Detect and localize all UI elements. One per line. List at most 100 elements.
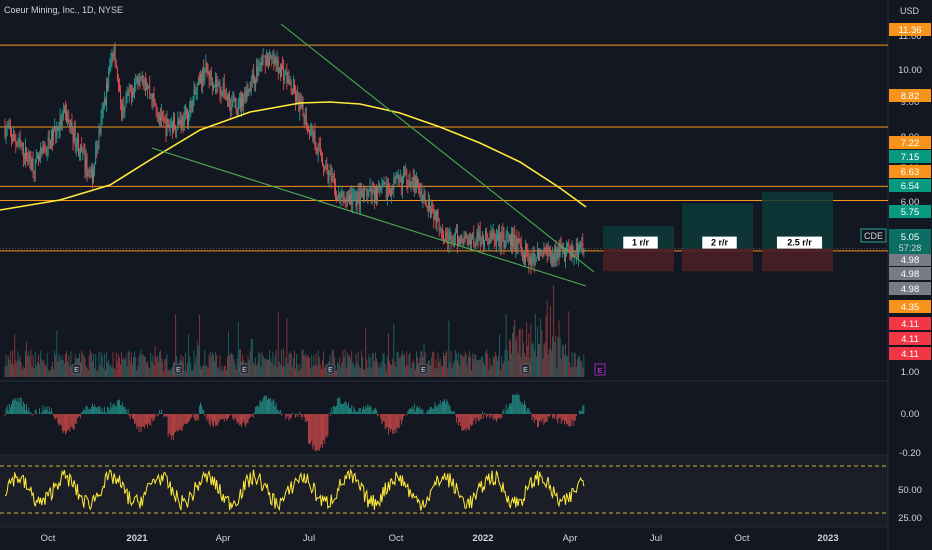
oscillator-bar bbox=[508, 403, 510, 414]
candle-body bbox=[512, 233, 513, 247]
oscillator-bar bbox=[513, 394, 515, 414]
candle-body bbox=[342, 192, 344, 202]
candle-body bbox=[443, 233, 444, 239]
volume-bar bbox=[197, 346, 199, 377]
oscillator-bar bbox=[580, 410, 582, 414]
volume-bar bbox=[269, 349, 271, 377]
volume-bar bbox=[384, 363, 386, 377]
candle-body bbox=[163, 116, 165, 122]
oscillator-bar bbox=[457, 414, 458, 418]
volume-bar bbox=[95, 354, 97, 377]
volume-bar bbox=[110, 364, 112, 377]
candle-body bbox=[548, 248, 550, 251]
candle-body bbox=[546, 250, 548, 256]
volume-bar bbox=[370, 367, 372, 377]
earnings-marker-label: E bbox=[328, 367, 333, 374]
volume-bar bbox=[106, 351, 107, 377]
candle-body bbox=[471, 238, 472, 245]
volume-bar bbox=[360, 351, 362, 377]
oscillator-bar bbox=[4, 414, 6, 416]
candle-body bbox=[259, 64, 261, 68]
oscillator-bar bbox=[567, 414, 569, 424]
volume-bar bbox=[542, 358, 544, 377]
volume-bar bbox=[214, 361, 215, 377]
volume-bar bbox=[86, 367, 88, 377]
oscillator-bar bbox=[572, 414, 574, 426]
volume-bar bbox=[12, 350, 14, 377]
oscillator-bar bbox=[285, 414, 287, 420]
candle-body bbox=[372, 190, 374, 192]
oscillator-bar bbox=[410, 408, 412, 414]
oscillator-bar bbox=[256, 406, 258, 414]
candle-body bbox=[268, 61, 269, 65]
volume-bar bbox=[134, 351, 136, 377]
oscillator-bar bbox=[177, 414, 179, 432]
oscillator-bar bbox=[298, 414, 300, 415]
oscillator-bar bbox=[425, 412, 427, 414]
oscillator-bar bbox=[519, 401, 521, 414]
candle-body bbox=[125, 97, 127, 107]
oscillator-bar bbox=[478, 414, 480, 422]
oscillator-bar bbox=[248, 414, 250, 420]
volume-bar bbox=[478, 359, 480, 377]
volume-bar bbox=[304, 353, 306, 377]
volume-bar bbox=[495, 355, 497, 377]
candle-body bbox=[166, 119, 168, 136]
volume-bar bbox=[205, 365, 207, 377]
volume-bar bbox=[575, 366, 577, 377]
volume-bar bbox=[189, 356, 191, 377]
volume-bar bbox=[165, 358, 167, 377]
oscillator-bar bbox=[116, 400, 118, 414]
volume-bar bbox=[161, 358, 163, 377]
oscillator-bar bbox=[163, 414, 165, 418]
candle-body bbox=[369, 186, 371, 192]
candle-body bbox=[426, 205, 428, 209]
oscillator-bar bbox=[68, 414, 70, 430]
candle-body bbox=[560, 245, 562, 249]
oscillator-bar bbox=[136, 414, 138, 429]
volume-bar bbox=[43, 359, 45, 377]
oscillator-bar bbox=[63, 414, 65, 431]
volume-bar bbox=[380, 367, 382, 377]
oscillator-bar bbox=[310, 414, 312, 445]
volume-bar bbox=[206, 365, 208, 377]
volume-bar bbox=[322, 360, 323, 377]
earnings-marker bbox=[520, 363, 531, 375]
candle-body bbox=[553, 256, 555, 263]
volume-bar bbox=[531, 343, 533, 377]
candle-body bbox=[88, 170, 90, 172]
candle-body bbox=[420, 191, 422, 195]
volume-bar bbox=[367, 367, 369, 377]
volume-bar bbox=[338, 363, 340, 377]
volume-bar bbox=[301, 349, 303, 377]
oscillator-bar bbox=[401, 414, 403, 421]
oscillator-bar bbox=[266, 399, 268, 414]
candle-body bbox=[493, 231, 495, 241]
candle-body bbox=[200, 74, 201, 81]
volume-bar bbox=[513, 326, 515, 377]
oscillator-bar bbox=[433, 408, 435, 414]
candle-body bbox=[356, 198, 358, 207]
candle-body bbox=[156, 114, 158, 115]
candle-body bbox=[153, 93, 155, 99]
candle-body bbox=[551, 258, 552, 260]
candle-body bbox=[289, 83, 291, 85]
volume-bar bbox=[467, 356, 469, 377]
trendlines bbox=[151, 23, 595, 287]
volume-bar bbox=[222, 370, 224, 377]
candle-body bbox=[362, 193, 363, 195]
candle-body bbox=[445, 232, 447, 240]
oscillator-bar bbox=[149, 414, 151, 425]
risk-reward-boxes[interactable]: 1 r/r 2 r/r 2.5 r/r bbox=[603, 192, 833, 272]
oscillator-bar bbox=[489, 414, 491, 419]
volume-bar bbox=[305, 356, 307, 377]
oscillator-bar bbox=[385, 414, 387, 429]
volume-bar bbox=[251, 339, 253, 377]
volume-bar bbox=[339, 357, 341, 377]
candle-body bbox=[138, 80, 140, 84]
volume-bar bbox=[565, 344, 566, 377]
price-tag bbox=[889, 347, 931, 360]
oscillator-bar bbox=[185, 414, 187, 424]
